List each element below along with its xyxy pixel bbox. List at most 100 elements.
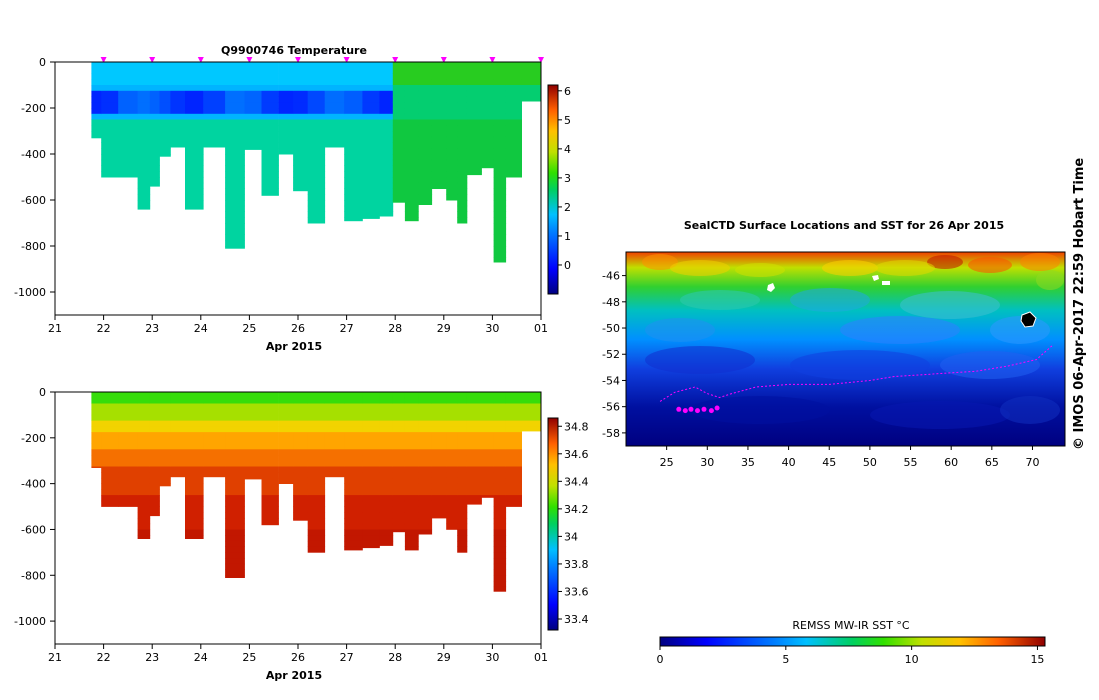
data-cell [137,506,151,513]
data-cell [392,449,406,456]
surface-location-point [695,408,700,414]
data-cell [418,500,433,507]
data-cell [481,148,495,155]
data-cell [278,125,294,132]
data-cell [185,154,204,161]
data-cell [185,136,204,143]
data-cell [505,472,522,479]
x-tick-label: 27 [340,322,354,335]
data-cell [185,194,204,201]
data-cell [493,558,507,565]
data-cell [91,119,102,126]
data-cell [404,546,419,551]
data-cell [118,397,138,404]
data-cell [225,495,245,502]
data-cell [293,67,309,74]
data-cell [307,159,326,166]
data-cell [481,460,495,467]
triangle-marker-icon [392,57,399,63]
data-cell [149,397,160,404]
data-cell [362,540,380,547]
colorbar-tick-label: 33.4 [564,613,589,626]
data-cell [521,79,541,86]
data-cell [149,125,160,132]
data-cell [379,500,394,507]
data-cell [493,246,507,253]
data-cell [244,414,262,421]
data-cell [149,495,160,502]
lon-tick-label: 55 [904,456,918,469]
data-cell [344,85,363,92]
data-cell [493,512,507,519]
data-cell [225,552,245,559]
data-cell [185,466,204,473]
data-cell [293,159,309,166]
data-cell [203,142,226,148]
data-cell [225,228,245,235]
data-cell [185,443,204,450]
data-cell [344,529,363,536]
data-cell [278,466,294,473]
triangle-marker-icon [538,57,544,63]
data-cell [159,443,171,450]
data-cell [261,466,279,473]
data-cell [324,119,345,126]
data-cell [404,512,419,519]
data-cell [418,409,433,416]
data-cell [244,460,262,467]
data-cell [362,217,380,219]
data-cell [392,177,406,184]
data-cell [392,426,406,433]
data-cell [244,85,262,92]
data-cell [307,426,326,433]
data-cell [431,443,447,450]
data-cell [101,136,119,143]
data-cell [118,62,138,69]
data-cell [225,142,245,149]
data-cell [379,211,394,217]
data-cell [185,182,204,189]
data-cell [278,85,294,92]
salinity-colorbar-scale [547,417,559,631]
data-cell [431,182,447,189]
data-cell [225,85,245,92]
data-cell [203,85,226,92]
data-cell [307,73,326,80]
data-cell [307,455,326,462]
data-cell [278,119,294,126]
data-cell [293,466,309,473]
data-cell [493,217,507,224]
data-cell [244,142,262,149]
data-cell [493,125,507,132]
data-cell [418,489,433,496]
data-cell [118,108,138,115]
data-cell [307,194,326,201]
data-cell [466,466,482,473]
data-cell [170,131,186,138]
colorbar-tick-label: 2 [564,201,571,214]
data-cell [404,182,419,189]
data-cell [118,495,138,502]
data-cell [225,177,245,184]
data-cell [493,211,507,218]
data-cell [225,96,245,103]
data-cell [91,108,102,115]
data-cell [446,403,458,410]
data-cell [344,182,363,189]
data-cell [418,119,433,126]
data-cell [225,234,245,241]
data-cell [362,131,380,138]
triangle-marker-icon [197,57,204,63]
data-cell [293,420,309,427]
data-cell [101,108,119,115]
data-cell [261,154,279,161]
data-cell [170,108,186,115]
data-cell [293,518,309,521]
data-cell [362,512,380,519]
data-cell [244,102,262,109]
data-cell [293,409,309,416]
data-cell [293,154,309,161]
data-cell [466,414,482,421]
data-cell [379,102,394,109]
data-cell [418,460,433,467]
